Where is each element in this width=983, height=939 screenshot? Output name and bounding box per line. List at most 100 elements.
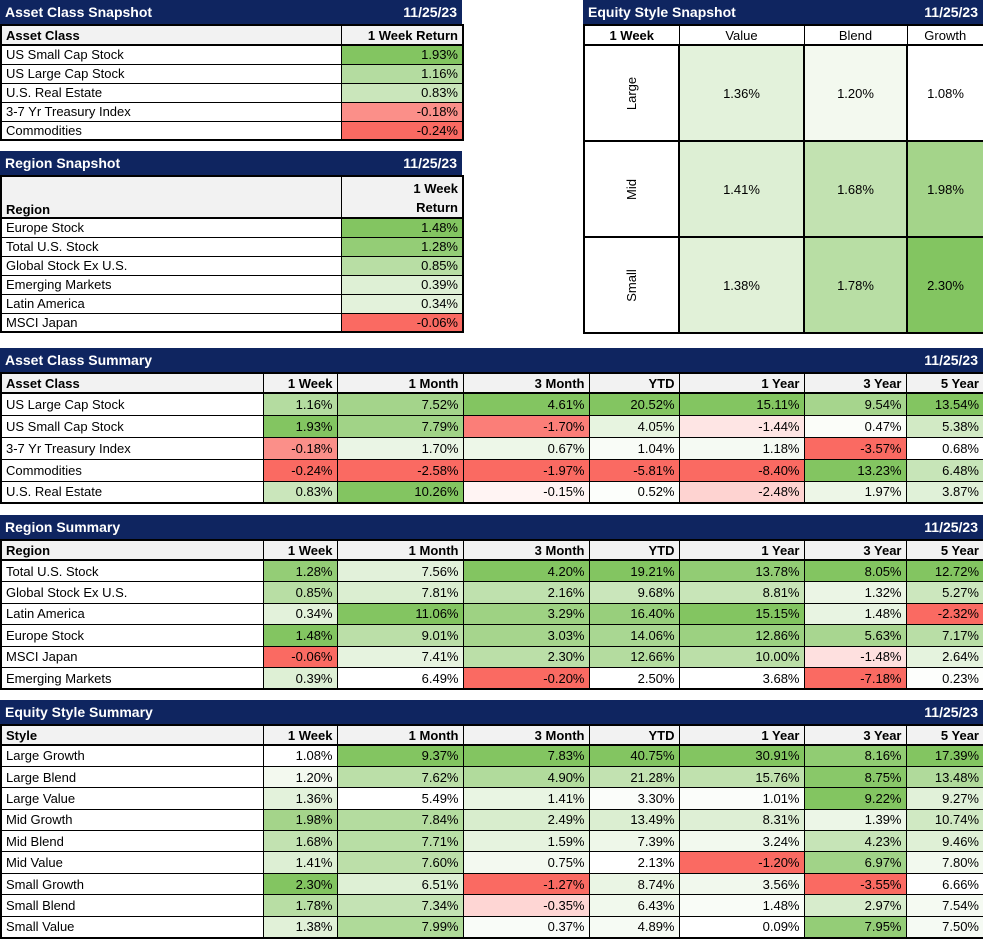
return-cell: 6.66% <box>905 872 983 896</box>
table-row: Emerging Markets 0.39% 6.49% -0.20% 2.50% 3.6… <box>0 667 983 690</box>
table-row: US Large Cap Stock 1.16% <box>0 63 464 84</box>
return-cell: 12.66% <box>588 645 680 668</box>
return-cell: 2.30% <box>262 872 338 896</box>
return-cell: 0.85% <box>340 255 464 276</box>
return-cell: 13.49% <box>588 808 680 832</box>
return-cell: 5.38% <box>905 414 983 438</box>
table-row: 3-7 Yr Treasury Index -0.18% <box>0 101 464 122</box>
value-column-header: 1 Week Return <box>340 175 464 219</box>
return-cell: -1.44% <box>678 414 805 438</box>
return-cell: 3.56% <box>678 872 805 896</box>
table-row: U.S. Real Estate 0.83% <box>0 82 464 103</box>
column-header-row: Asset Class 1 Week Return <box>0 24 464 46</box>
return-cell: 15.11% <box>678 392 805 416</box>
return-cell: 1.36% <box>678 44 805 142</box>
return-cell: 1.41% <box>462 787 590 810</box>
return-cell: 5.27% <box>905 581 983 604</box>
period-header-ytd: YTD <box>588 724 680 746</box>
table-title-bar: Asset Class Summary 11/25/23 <box>0 348 983 372</box>
row-label: Mid Value <box>0 851 264 874</box>
row-label: US Small Cap Stock <box>0 44 342 65</box>
return-cell: 1.78% <box>803 236 908 334</box>
table-row: Mid Growth 1.98% 7.84% 2.49% 13.49% 8.31% 1.39… <box>0 808 983 832</box>
return-cell: 0.85% <box>262 581 338 604</box>
table-row: U.S. Real Estate 0.83% 10.26% -0.15% 0.52% -2… <box>0 480 983 504</box>
table-date: 11/25/23 <box>924 4 978 20</box>
value-header-line1: 1 Week <box>413 181 458 196</box>
return-cell: 9.01% <box>336 624 464 647</box>
size-row-label-text: Mid <box>623 178 639 200</box>
return-cell: 4.23% <box>803 830 907 853</box>
return-cell: 40.75% <box>588 744 680 767</box>
column-header-row: 1 Week Value Blend Growth <box>583 24 983 46</box>
return-cell: 1.04% <box>588 436 680 460</box>
return-cell: -1.70% <box>462 414 590 438</box>
return-cell: 7.79% <box>336 414 464 438</box>
table-row: Large Value 1.36% 5.49% 1.41% 3.30% 1.01% 9.22… <box>0 787 983 810</box>
return-cell: 1.20% <box>803 44 908 142</box>
return-cell: 1.28% <box>262 559 338 582</box>
column-header-row: Asset Class 1 Week 1 Month 3 Month YTD 1… <box>0 372 983 394</box>
table-row: MSCI Japan -0.06% 7.41% 2.30% 12.66% 10.00% -1… <box>0 645 983 668</box>
return-cell: 16.40% <box>588 602 680 625</box>
return-cell: 0.37% <box>462 915 590 939</box>
return-cell: 7.71% <box>336 830 464 853</box>
size-row-label: Small <box>583 236 680 334</box>
return-cell: -2.58% <box>336 458 464 482</box>
table-row: Small Growth 2.30% 6.51% -1.27% 8.74% 3.56% -3… <box>0 872 983 896</box>
asset-class-summary-table: Asset Class Summary 11/25/23 Asset Class… <box>0 348 983 504</box>
return-cell: 1.68% <box>803 140 908 238</box>
return-cell: 0.52% <box>588 480 680 504</box>
return-cell: 0.83% <box>340 82 464 103</box>
table-row: Mid Blend 1.68% 7.71% 1.59% 7.39% 3.24% 4.23% 9… <box>0 830 983 853</box>
return-cell: -0.20% <box>462 667 590 690</box>
table-row: Total U.S. Stock 1.28% <box>0 236 464 257</box>
return-cell: 4.20% <box>462 559 590 582</box>
table-title: Asset Class Summary <box>5 352 153 368</box>
return-cell: 15.76% <box>678 765 805 789</box>
return-cell: 7.95% <box>803 915 907 939</box>
return-cell: 7.34% <box>336 894 464 917</box>
row-label: Europe Stock <box>0 217 342 238</box>
return-cell: 17.39% <box>905 744 983 767</box>
return-cell: 9.37% <box>336 744 464 767</box>
return-cell: 1.93% <box>262 414 338 438</box>
equity-style-snapshot-table: Equity Style Snapshot 11/25/23 1 Week Va… <box>583 0 983 334</box>
table-row: Large Growth 1.08% 9.37% 7.83% 40.75% 30.91% 8… <box>0 744 983 767</box>
label-column-header: Region <box>0 539 264 561</box>
return-cell: 0.34% <box>340 293 464 314</box>
table-row: Latin America 0.34% <box>0 293 464 314</box>
period-header-1year: 1 Year <box>678 724 805 746</box>
return-cell: 4.61% <box>462 392 590 416</box>
table-date: 11/25/23 <box>924 352 978 368</box>
return-cell: 7.52% <box>336 392 464 416</box>
return-cell: 8.31% <box>678 808 805 832</box>
return-cell: 1.32% <box>803 581 907 604</box>
return-cell: 1.41% <box>678 140 805 238</box>
table-row: Mid 1.41% 1.68% 1.98% <box>583 140 983 238</box>
return-cell: -8.40% <box>678 458 805 482</box>
table-row: MSCI Japan -0.06% <box>0 312 464 333</box>
return-cell: 7.99% <box>336 915 464 939</box>
return-cell: 1.98% <box>262 808 338 832</box>
row-label: Mid Growth <box>0 808 264 832</box>
return-cell: 2.16% <box>462 581 590 604</box>
return-cell: 9.22% <box>803 787 907 810</box>
return-cell: 3.29% <box>462 602 590 625</box>
period-header-1month: 1 Month <box>336 724 464 746</box>
return-cell: -2.48% <box>678 480 805 504</box>
return-cell: 10.26% <box>336 480 464 504</box>
period-header-3month: 3 Month <box>462 724 590 746</box>
equity-style-summary-table: Equity Style Summary 11/25/23 Style 1 We… <box>0 700 983 939</box>
table-title-bar: Equity Style Snapshot 11/25/23 <box>583 0 983 24</box>
return-cell: 3.24% <box>678 830 805 853</box>
row-label: Emerging Markets <box>0 274 342 295</box>
row-label: Global Stock Ex U.S. <box>0 581 264 604</box>
period-header-ytd: YTD <box>588 539 680 561</box>
return-cell: 1.20% <box>262 765 338 789</box>
period-header-1year: 1 Year <box>678 539 805 561</box>
return-cell: -0.24% <box>262 458 338 482</box>
return-cell: 20.52% <box>588 392 680 416</box>
table-row: Global Stock Ex U.S. 0.85% <box>0 255 464 276</box>
return-cell: 2.13% <box>588 851 680 874</box>
